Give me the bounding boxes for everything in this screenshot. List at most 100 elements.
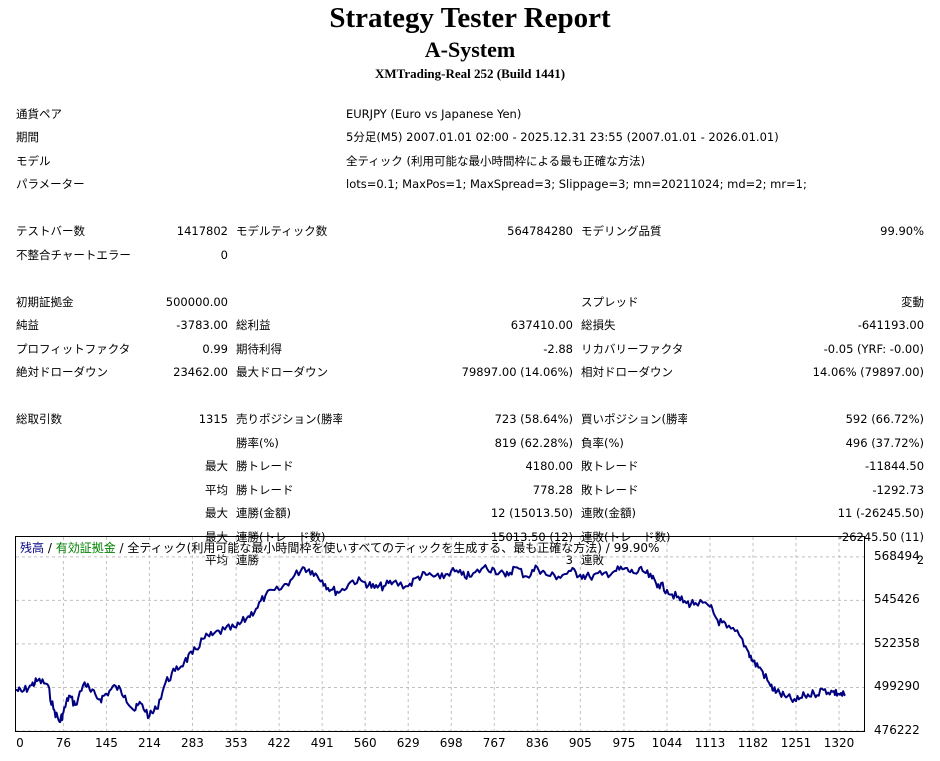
x-tick-label: 283 xyxy=(181,736,204,750)
largest-loss-label: 敗トレード xyxy=(581,459,639,474)
y-tick-label: 545426 xyxy=(874,592,920,607)
x-tick-label: 214 xyxy=(137,736,161,750)
legend-equity: 有効証拠金 xyxy=(55,541,116,555)
period-label: 期間 xyxy=(16,130,39,145)
gross-profit-value: 637410.00 xyxy=(510,318,573,333)
row-average: 平均 勝トレード 778.28 敗トレード -1292.73 xyxy=(12,478,928,502)
row-symbol: 通貨ペア EURJPY (Euro vs Japanese Yen) xyxy=(12,102,928,126)
x-tick-label: 629 xyxy=(396,736,420,750)
y-tick-label: 499290 xyxy=(874,679,920,694)
row-deposit: 初期証拠金 500000.00 スプレッド 変動 xyxy=(12,290,928,314)
x-tick-label: 975 xyxy=(612,736,636,750)
legend-separator: / xyxy=(44,541,56,555)
quality-value: 99.90% xyxy=(880,224,925,239)
abs-dd-label: 絶対ドローダウン xyxy=(16,365,108,380)
win-value: 819 (62.28%) xyxy=(494,435,573,450)
avg-cons-wins-label: 連勝 xyxy=(236,553,259,568)
ticks-label: モデルティック数 xyxy=(236,224,328,239)
y-tick-label: 522358 xyxy=(874,635,920,650)
y-tick-label: 476222 xyxy=(874,723,920,737)
max-word: 最大 xyxy=(205,459,228,474)
avg-loss-label: 敗トレード xyxy=(581,482,639,497)
gross-loss-label: 総損失 xyxy=(581,318,616,333)
long-value: 592 (66.72%) xyxy=(845,412,925,427)
row-dd: 絶対ドローダウン 23462.00 最大ドローダウン 79897.00 (14.… xyxy=(12,361,928,385)
net-label: 純益 xyxy=(16,318,39,333)
row-winrate: 勝率(%) 819 (62.28%) 負率(%) 496 (37.72%) xyxy=(12,431,928,455)
x-tick-label: 1320 xyxy=(823,736,855,750)
deposit-label: 初期証拠金 xyxy=(16,294,74,309)
short-label: 売りポジション(勝率%) xyxy=(236,412,342,427)
avg-word: 平均 xyxy=(205,482,228,497)
avg-loss-value: -1292.73 xyxy=(872,482,925,497)
cons-wins-money-value: 12 (15013.50) xyxy=(490,506,573,521)
model-value: 全ティック (利用可能な最小時間枠による最も正確な方法) xyxy=(346,153,646,168)
report-table: 通貨ペア EURJPY (Euro vs Japanese Yen) 期間 5分… xyxy=(12,102,928,572)
balance-chart-svg xyxy=(15,537,864,732)
x-tick-label: 560 xyxy=(353,736,377,750)
x-tick-label: 1044 xyxy=(651,736,683,750)
bars-value: 1417802 xyxy=(176,224,228,239)
largest-loss-value: -11844.50 xyxy=(865,459,925,474)
balance-line xyxy=(15,564,846,723)
short-value: 723 (58.64%) xyxy=(494,412,573,427)
x-tick-label: 422 xyxy=(267,736,291,750)
loss-value: 496 (37.72%) xyxy=(845,435,925,450)
largest-win-label: 勝トレード xyxy=(236,459,294,474)
x-tick-label: 145 xyxy=(94,736,118,750)
pf-value: 0.99 xyxy=(202,341,228,356)
max-dd-label: 最大ドローダウン xyxy=(236,365,328,380)
ticks-value: 564784280 xyxy=(507,224,573,239)
row-model: モデル 全ティック (利用可能な最小時間枠による最も正確な方法) xyxy=(12,149,928,173)
period-value: 5分足(M5) 2007.01.01 02:00 - 2025.12.31 23… xyxy=(346,130,779,145)
largest-win-value: 4180.00 xyxy=(525,459,573,474)
row-cons-money: 最大 連勝(金額) 12 (15013.50) 連敗(金額) 11 (-2624… xyxy=(12,502,928,526)
pf-label: プロフィットファクタ xyxy=(16,341,131,356)
params-label: パラメーター xyxy=(16,177,85,192)
recovery-label: リカバリーファクタ xyxy=(581,341,684,356)
balance-chart xyxy=(15,536,865,732)
x-tick-label: 76 xyxy=(55,736,72,750)
net-value: -3783.00 xyxy=(176,318,228,333)
win-label: 勝率(%) xyxy=(236,435,279,450)
row-pf: プロフィットファクタ 0.99 期待利得 -2.88 リカバリーファクタ -0.… xyxy=(12,337,928,361)
ea-name: A-System xyxy=(424,37,516,62)
gross-profit-label: 総利益 xyxy=(236,318,271,333)
loss-label: 負率(%) xyxy=(581,435,624,450)
x-tick-label: 905 xyxy=(568,736,592,750)
legend-balance: 残高 xyxy=(20,541,45,555)
report-title: Strategy Tester Report xyxy=(329,2,611,34)
mismatch-value: 0 xyxy=(220,247,228,262)
rel-dd-label: 相対ドローダウン xyxy=(581,365,673,380)
max-word: 最大 xyxy=(205,506,228,521)
x-tick-label: 1251 xyxy=(780,736,812,750)
cons-losses-money-label: 連敗(金額) xyxy=(581,506,636,521)
rel-dd-value: 14.06% (79897.00) xyxy=(812,365,925,380)
params-value: lots=0.1; MaxPos=1; MaxSpread=3; Slippag… xyxy=(346,177,807,192)
y-tick-label: 568494 xyxy=(874,548,920,563)
symbol-label: 通貨ペア xyxy=(16,106,62,121)
row-total: 総取引数 1315 売りポジション(勝率%) 723 (58.64%) 買いポジ… xyxy=(12,408,928,432)
x-tick-label: 353 xyxy=(224,736,248,750)
gross-loss-value: -641193.00 xyxy=(857,318,925,333)
row-params: パラメーター lots=0.1; MaxPos=1; MaxSpread=3; … xyxy=(12,173,928,197)
avg-win-label: 勝トレード xyxy=(236,482,294,497)
chart-legend: 残高 / 有効証拠金 / 全ティック(利用可能な最小時間枠を使いすべてのティック… xyxy=(20,539,659,556)
avg-cons-losses-value: 2 xyxy=(916,553,925,568)
row-mismatch: 不整合チャートエラー 0 xyxy=(12,243,928,267)
model-label: モデル xyxy=(16,153,51,168)
server-build: XMTrading-Real 252 (Build 1441) xyxy=(374,66,566,81)
row-net: 純益 -3783.00 総利益 637410.00 総損失 -641193.00 xyxy=(12,314,928,338)
max-dd-value: 79897.00 (14.06%) xyxy=(461,365,573,380)
symbol-value: EURJPY (Euro vs Japanese Yen) xyxy=(346,106,522,121)
avg-cons-wins-value: 3 xyxy=(565,553,573,568)
row-largest: 最大 勝トレード 4180.00 敗トレード -11844.50 xyxy=(12,455,928,479)
abs-dd-value: 23462.00 xyxy=(173,365,228,380)
row-bars: テストバー数 1417802 モデルティック数 564784280 モデリング品… xyxy=(12,220,928,244)
x-tick-label: 698 xyxy=(439,736,463,750)
x-tick-label: 491 xyxy=(310,736,334,750)
deposit-value: 500000.00 xyxy=(165,294,228,309)
bars-label: テストバー数 xyxy=(16,224,85,239)
spread-label: スプレッド xyxy=(581,294,639,309)
x-tick-label: 0 xyxy=(16,736,24,750)
